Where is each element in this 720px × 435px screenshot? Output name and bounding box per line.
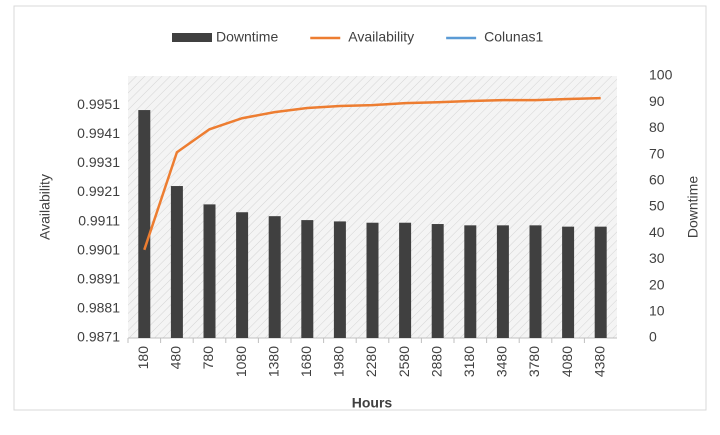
x-tick-label: 4380	[591, 346, 607, 377]
y-axis-title: Availability	[37, 174, 53, 240]
bar	[594, 226, 607, 338]
legend-label: Downtime	[216, 29, 278, 45]
bar	[431, 224, 444, 338]
line	[143, 96, 601, 251]
x-tick-label: 1080	[233, 346, 249, 377]
bar	[170, 186, 183, 338]
bar	[333, 221, 346, 338]
x-axis-title: Hours	[352, 395, 393, 411]
y-tick-label: 0.9941	[77, 125, 120, 141]
x-tick-label: 3180	[461, 346, 477, 377]
bar	[203, 204, 216, 338]
y2-tick-label: 90	[649, 93, 665, 109]
y2-tick-label: 70	[649, 145, 665, 161]
y2-axis-title: Downtime	[685, 176, 701, 238]
y2-tick-label: 40	[649, 224, 665, 240]
y2-tick-label: 60	[649, 172, 665, 188]
bar	[366, 222, 379, 338]
y2-tick-label: 80	[649, 119, 665, 135]
x-tick-label: 3780	[526, 346, 542, 377]
bar	[399, 222, 412, 338]
x-tick-label: 1680	[298, 346, 314, 377]
x-tick-label: 2880	[428, 346, 444, 377]
x-tick-label: 780	[200, 346, 216, 370]
y2-tick-label: 30	[649, 250, 665, 266]
y-tick-label: 0.9921	[77, 183, 120, 199]
y-tick-label: 0.9891	[77, 270, 120, 286]
legend-swatch	[172, 33, 212, 42]
y-tick-label: 0.9911	[78, 212, 120, 228]
y-tick-label: 0.9881	[77, 300, 120, 316]
x-tick-label: 3480	[494, 346, 510, 377]
x-tick-label: 1980	[331, 346, 347, 377]
bar	[562, 226, 575, 338]
bar	[496, 225, 509, 338]
legend-label: Colunas1	[484, 29, 543, 45]
x-tick-label: 180	[135, 346, 151, 370]
y2-tick-label: 50	[649, 198, 665, 214]
y2-tick-label: 0	[649, 329, 657, 345]
x-tick-label: 1380	[265, 346, 281, 377]
bar	[301, 220, 314, 338]
bar	[464, 225, 477, 338]
x-tick-label: 2580	[396, 346, 412, 377]
y-tick-label: 0.9931	[77, 154, 120, 170]
y2-tick-label: 10	[649, 303, 665, 319]
bar	[236, 212, 249, 338]
bar	[138, 110, 151, 338]
y-tick-label: 0.9871	[77, 329, 120, 345]
bar	[268, 216, 281, 338]
y2-tick-label: 20	[649, 276, 665, 292]
legend-label: Availability	[348, 29, 414, 45]
x-tick-label: 4080	[559, 346, 575, 377]
bar	[529, 225, 542, 338]
x-tick-label: 480	[168, 346, 184, 370]
y-tick-label: 0.9951	[77, 96, 120, 112]
y-tick-label: 0.9901	[77, 241, 120, 257]
x-tick-label: 2280	[363, 346, 379, 377]
y2-tick-label: 100	[649, 67, 673, 83]
